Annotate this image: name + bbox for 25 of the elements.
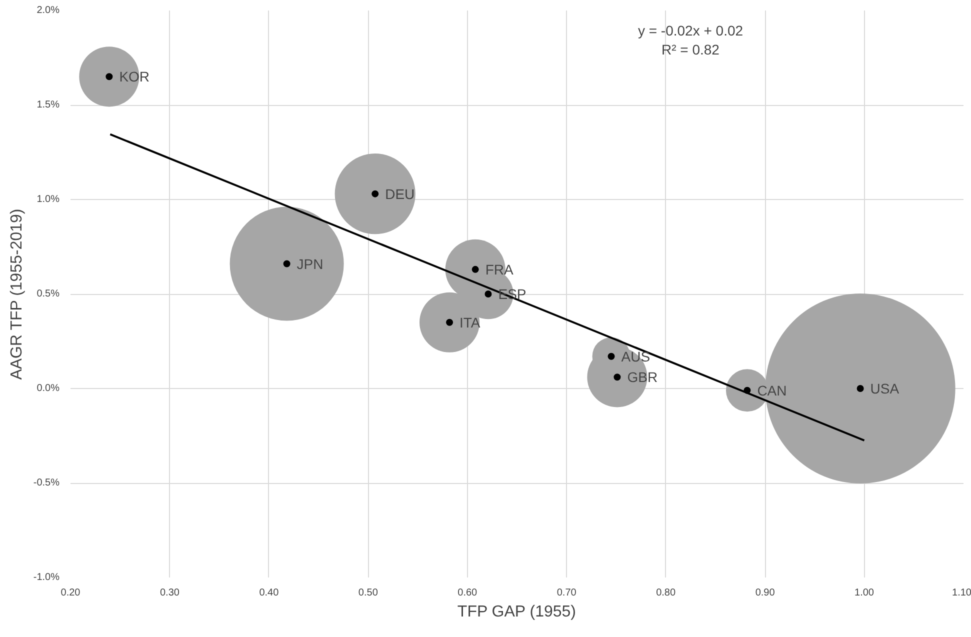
x-tick-label: 0.30 xyxy=(160,588,180,598)
x-tick-label: 0.80 xyxy=(656,588,676,598)
y-tick-label: 0.5% xyxy=(36,288,60,300)
x-tick-label: 0.90 xyxy=(755,588,776,598)
y-tick-label: 2.0% xyxy=(36,5,60,16)
x-tick-label: 1.10 xyxy=(952,588,971,598)
y-tick-label: 0.0% xyxy=(36,383,60,394)
x-tick-label: 0.20 xyxy=(60,588,81,598)
annotation: y = -0.02x + 0.02 R² = 0.82 xyxy=(638,22,744,58)
annotation: JPN xyxy=(296,256,324,272)
annotation: USA xyxy=(870,380,900,396)
x-tick-label: 0.40 xyxy=(259,588,280,598)
annotation: DEU xyxy=(385,186,415,202)
x-axis-title: TFP GAP (1955) xyxy=(457,604,576,620)
x-tick-label: 0.50 xyxy=(358,588,378,598)
x-tick-label: 1.00 xyxy=(854,588,874,598)
annotation: ESP xyxy=(498,286,526,302)
y-axis-title: AAGR TFP (1955-2019) xyxy=(8,208,26,380)
x-tick-label: 0.70 xyxy=(556,588,577,598)
y-tick-label: 1.0% xyxy=(36,194,60,205)
y-tick-label: 1.5% xyxy=(36,100,60,110)
annotation: CAN xyxy=(757,382,787,398)
y-tick-label: -1.0% xyxy=(33,572,60,583)
y-tick-label: -0.5% xyxy=(33,478,60,488)
x-tick-label: 0.60 xyxy=(458,588,478,598)
